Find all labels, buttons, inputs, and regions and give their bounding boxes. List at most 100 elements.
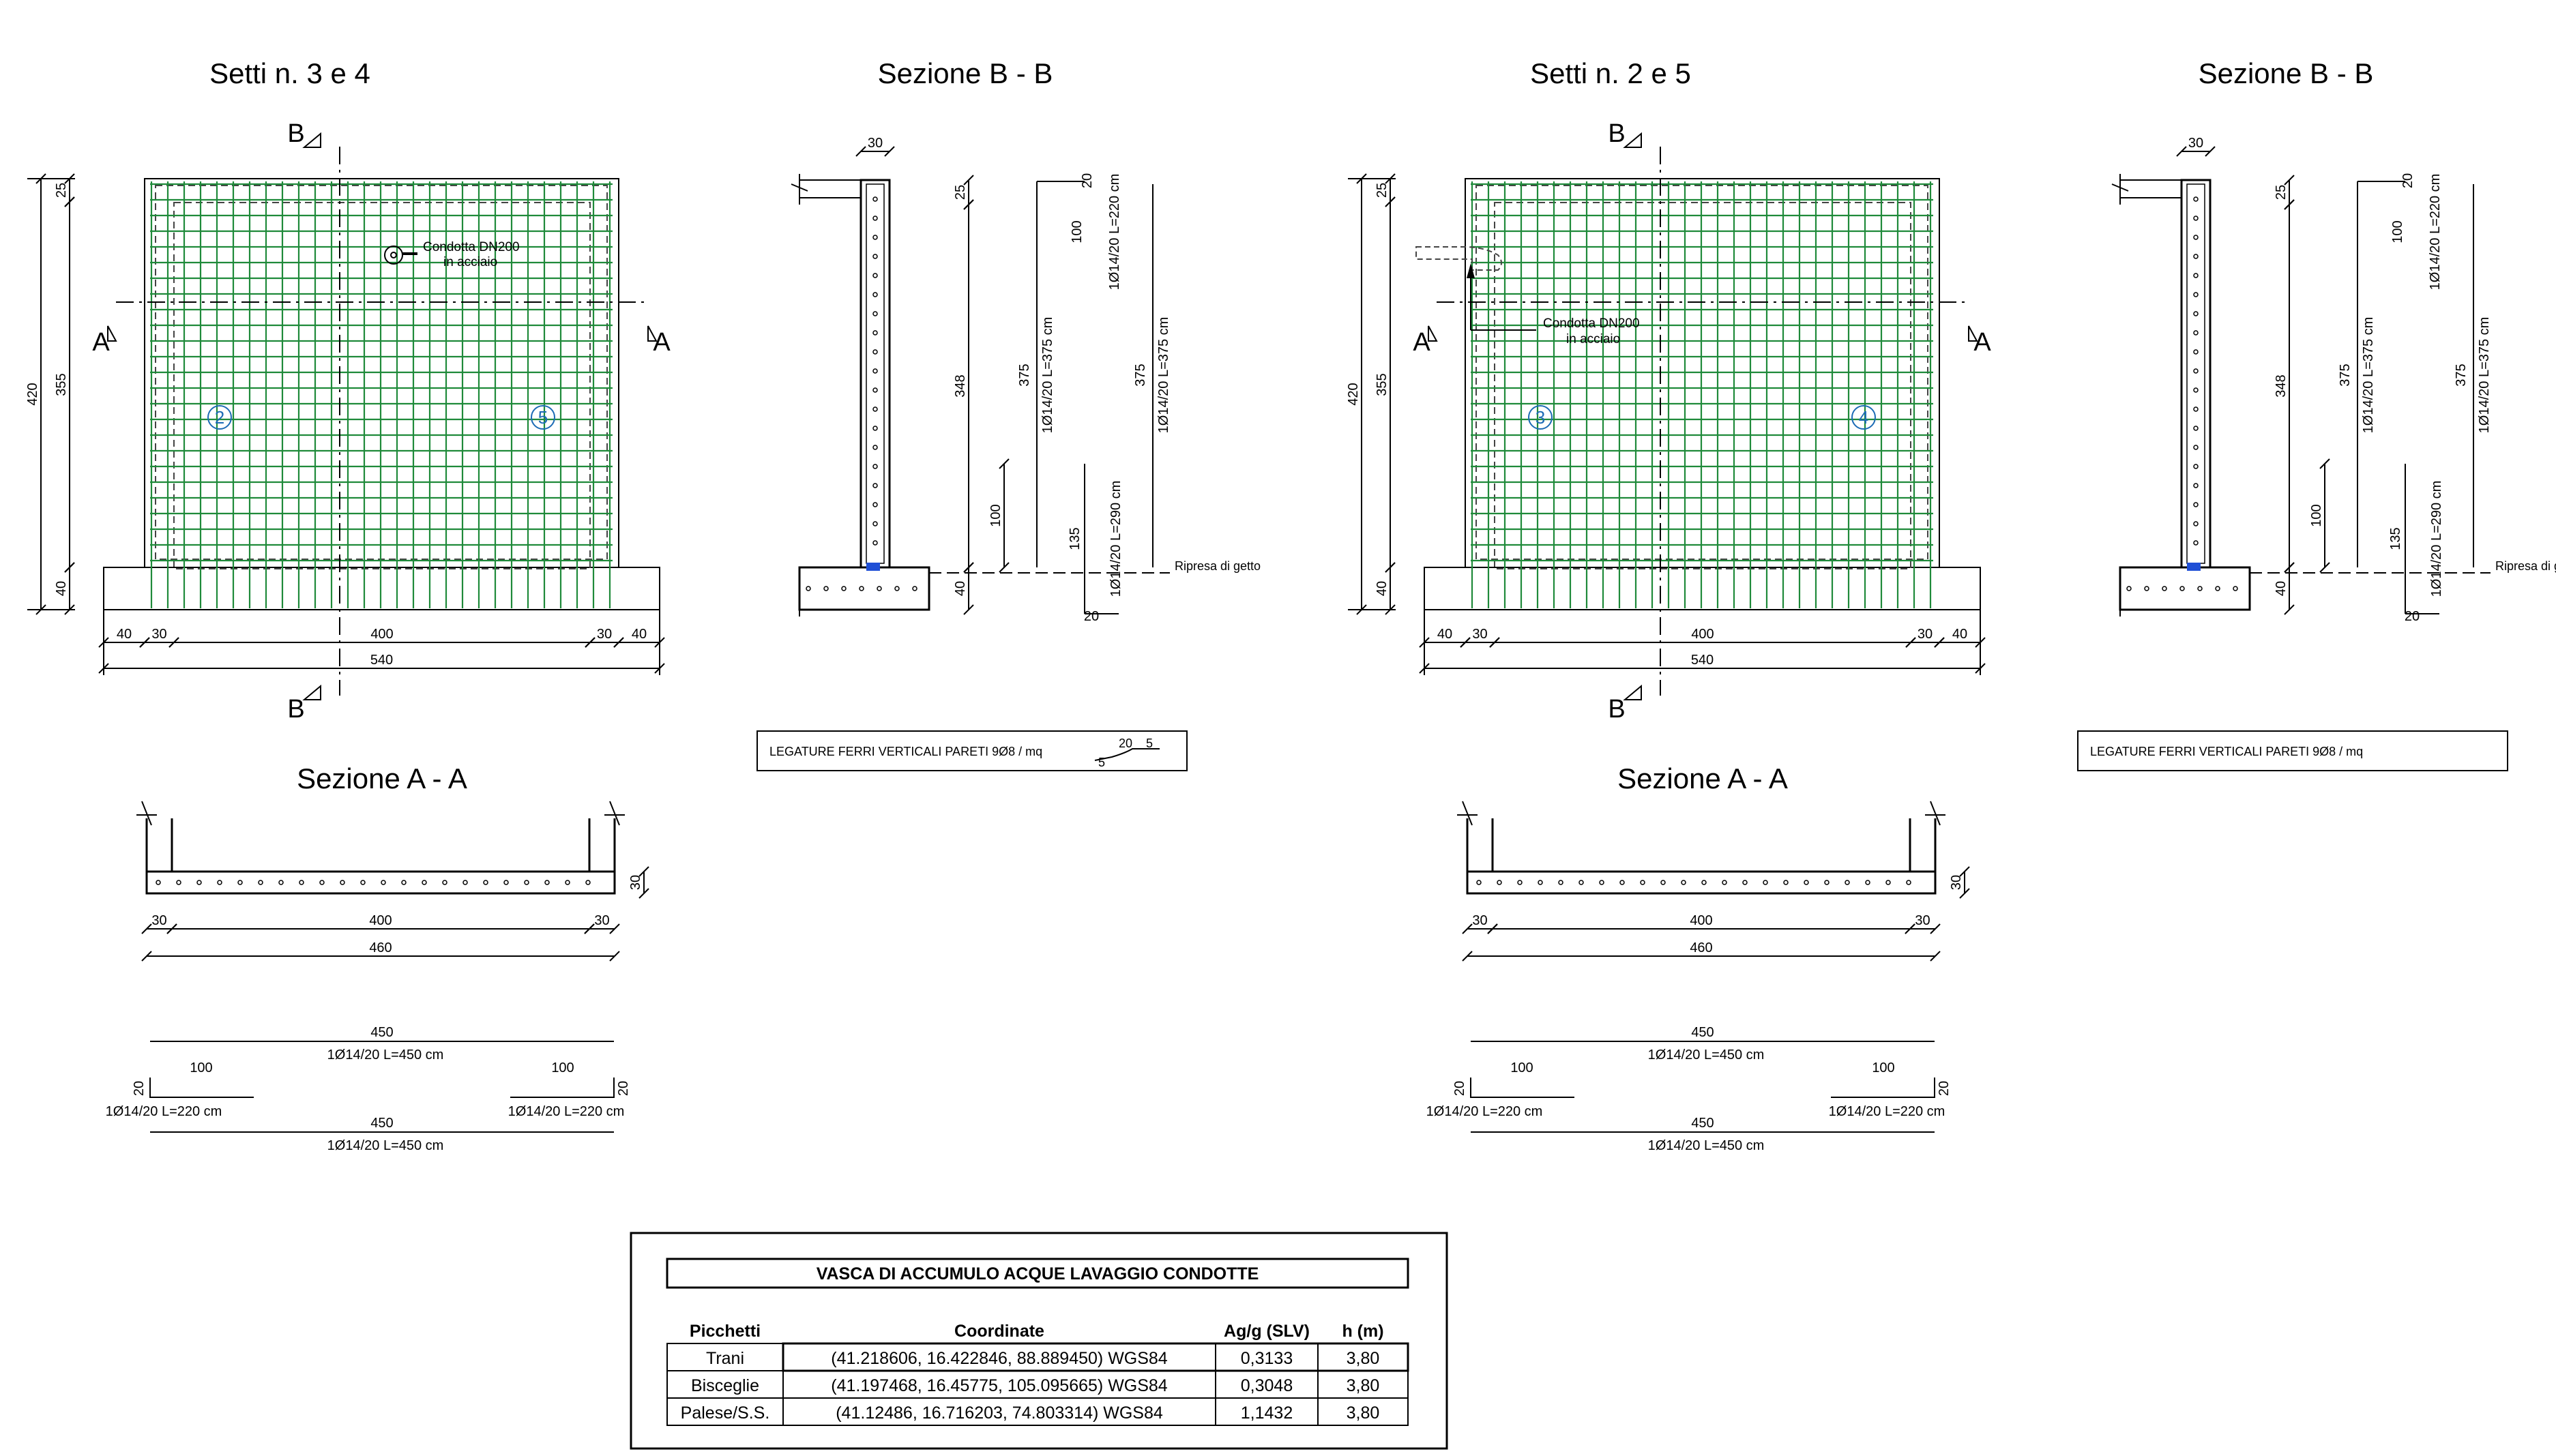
bb-bar-dot: [2193, 273, 2199, 278]
bar3-label: 1Ø14/20 L=375 cm: [2477, 317, 2492, 434]
aa-bar-dot: [1517, 880, 1523, 885]
aa-slab: [145, 870, 616, 895]
pipe-arrow: [1467, 263, 1475, 278]
inner-outline: [173, 202, 591, 569]
hbar-top-len: 450: [1691, 1025, 1714, 1040]
aa-dim-total: 460: [369, 940, 392, 955]
hook-b: 5: [1146, 737, 1153, 750]
pipe-note-2: in acciaio: [443, 255, 497, 269]
table-header: h (m): [1342, 1322, 1383, 1341]
aa-bar-dot: [1763, 880, 1768, 885]
dim-tick: [1959, 888, 1970, 899]
bar1-label: 1Ø14/20 L=220 cm: [1107, 174, 1122, 291]
dim-bottom: 40: [632, 627, 647, 642]
bb-bar-dot: [872, 387, 878, 393]
dim-tick: [2284, 562, 2295, 573]
bb-footing-dot: [912, 586, 917, 591]
table-cell: 3,80: [1347, 1403, 1380, 1423]
table-cell: (41.197468, 16.45775, 105.095665) WGS84: [831, 1376, 1168, 1395]
hbar-top-label: 1Ø14/20 L=450 cm: [327, 1048, 444, 1063]
table-cell: 3,80: [1347, 1376, 1380, 1395]
rebar-mesh: [150, 181, 613, 608]
aa-bar-dot: [319, 880, 325, 885]
pipe-note-1: Condotta DN200: [1543, 316, 1640, 331]
dim-bottom: 40: [1437, 627, 1452, 642]
bar1-len: 100: [2390, 220, 2405, 243]
aa-bar-dot: [1538, 880, 1543, 885]
dim-h-base: 40: [1375, 581, 1390, 596]
dim-tick: [2284, 199, 2295, 210]
bb-bar-dot: [872, 273, 878, 278]
bb-bar-dot: [2193, 540, 2199, 546]
table-header: Picchetti: [690, 1322, 761, 1341]
wall-id-label: 4: [1859, 407, 1868, 428]
dim-tick: [64, 173, 75, 184]
dim-tick: [64, 196, 75, 207]
aa-bar-dot: [1599, 880, 1604, 885]
bb-bar-dot: [872, 406, 878, 412]
bb-bar-dot: [872, 254, 878, 259]
aa-bar-dot: [503, 880, 509, 885]
dim-tick: [98, 663, 109, 674]
aa-dim-left: 30: [151, 913, 166, 928]
wall-id-circle: [207, 405, 232, 430]
dim-tick: [64, 562, 75, 573]
bb-dim-upper: 25: [2274, 185, 2289, 200]
pipe-note-2: in acciaio: [1566, 332, 1620, 346]
bb-footing-dot: [806, 586, 811, 591]
aa-bar-dot: [1660, 880, 1666, 885]
dim-h-total: 420: [25, 383, 40, 405]
bb-footing: [798, 566, 930, 611]
section-bb: Ripresa di ge 30 25 348 40 20 100 1Ø14/20 L=220…: [2077, 136, 2556, 771]
hbar-top-label: 1Ø14/20 L=450 cm: [1648, 1048, 1765, 1063]
dim-tick: [1356, 173, 1367, 184]
hbar-bottom-len: 450: [370, 1116, 393, 1131]
bb-bar-dot: [872, 483, 878, 488]
dim-tick: [585, 637, 596, 648]
bb-bar-dot: [2193, 368, 2199, 374]
hbar-top-len: 450: [370, 1025, 393, 1040]
table-frame: [630, 1232, 1448, 1450]
bb-bar-dot: [2193, 502, 2199, 507]
table-cell: (41.12486, 16.716203, 74.803314) WGS84: [836, 1403, 1163, 1423]
bb-bar-dot: [2193, 196, 2199, 202]
aa-bar-dot: [1783, 880, 1789, 885]
bar4-bottom: 20: [1084, 609, 1099, 624]
bb-footing-dot: [2126, 586, 2132, 591]
section-bb-title: Sezione B - B: [878, 57, 1053, 89]
dim-tick: [166, 923, 177, 934]
dim-h-base: 40: [54, 581, 69, 596]
bar3-len: 375: [2454, 363, 2469, 386]
aa-break-right: [604, 801, 625, 826]
section-arrow-a-left: [107, 325, 117, 342]
aa-dim-right: 30: [1915, 913, 1930, 928]
bar1-top: 20: [1080, 173, 1095, 188]
bb-bar-dot: [2193, 254, 2199, 259]
dim-tick: [1419, 663, 1430, 674]
bar4-label: 1Ø14/20 L=290 cm: [2429, 481, 2444, 597]
aa-dim-mid: 400: [369, 913, 392, 928]
aa-bar-dot: [1845, 880, 1850, 885]
dim-tick: [638, 866, 649, 877]
aa-bar-dot: [524, 880, 529, 885]
dim-total: 540: [1691, 653, 1714, 668]
dim-tick: [98, 637, 109, 648]
hbar-right: [510, 1078, 615, 1098]
bar-lap: 100: [2309, 504, 2324, 526]
legature-box: [756, 730, 1188, 771]
aa-bar-dot: [176, 880, 181, 885]
dim-bottom: 30: [597, 627, 612, 642]
aa-bar-dot: [462, 880, 468, 885]
bar4-label: 1Ø14/20 L=290 cm: [1108, 481, 1123, 597]
hbar-bottom-label: 1Ø14/20 L=450 cm: [1648, 1138, 1765, 1153]
bar4-len: 135: [1068, 527, 1083, 550]
section-aa: 30 30 400 30 460 450 1Ø14/20 L=450 cm 100 20 1Ø14…: [106, 801, 649, 1153]
aa-dim-left: 30: [1472, 913, 1487, 928]
dim-tick: [1385, 173, 1396, 184]
dim-tick: [963, 199, 974, 210]
bb-dim-low: 40: [953, 581, 968, 596]
dim-tick: [141, 923, 152, 934]
bb-bar-dot: [2193, 216, 2199, 221]
dim-h-wall: 355: [1375, 373, 1390, 396]
